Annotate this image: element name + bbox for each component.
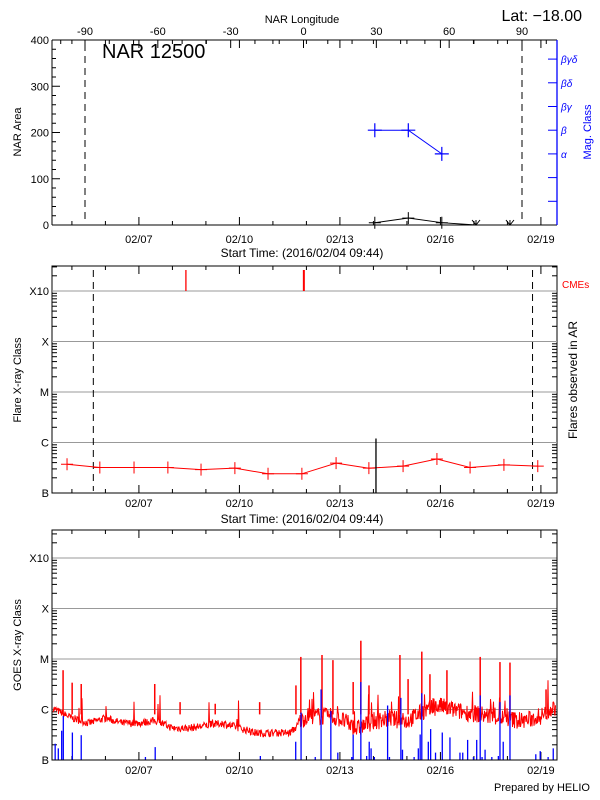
nar-x-tick-label: 02/13 (326, 234, 354, 246)
nar-area-point (368, 216, 381, 229)
goes-class-axis-title: GOES X-ray Class (12, 599, 24, 691)
longitude-tick-label: 60 (443, 26, 455, 38)
nar-x-tick-label: 02/16 (427, 234, 455, 246)
flares-observed-axis-title: Flares observed in AR (566, 321, 580, 439)
mag-class-point (367, 123, 382, 138)
flare-background-point (464, 461, 477, 474)
goes-y-tick-label: B (42, 755, 49, 767)
flares-start-time-label: Start Time: (2016/02/04 09:44) (221, 512, 384, 526)
nar-area-line (374, 217, 510, 226)
nar-area-tick-label: 200 (31, 128, 49, 140)
longitude-tick-label: 0 (300, 26, 306, 38)
latitude-label: Lat: −18.00 (501, 8, 582, 25)
goes-x-tick-label: 02/13 (326, 765, 354, 777)
flare-background-point (430, 453, 443, 466)
goes-x-tick-label: 02/16 (427, 765, 455, 777)
goes-x-tick-label: 02/19 (527, 765, 555, 777)
mag-class-tick-label: β (560, 126, 567, 137)
mag-class-point (401, 123, 416, 138)
goes-y-tick-label: M (40, 654, 49, 666)
mag-class-axis-title: Mag. Class (582, 104, 594, 160)
flares-y-tick-label: X10 (29, 286, 49, 298)
nar-start-time-label: Start Time: (2016/02/04 09:44) (221, 246, 384, 260)
flare-background-point (397, 460, 410, 473)
flares-x-tick-label: 02/13 (326, 498, 354, 510)
nar-longitude-axis-title: NAR Longitude (265, 14, 340, 26)
nar-area-tick-label: 400 (31, 35, 49, 47)
nar-x-tick-label: 02/19 (527, 234, 555, 246)
flare-background-point (262, 467, 275, 480)
flares-y-tick-label: X (42, 337, 50, 349)
mag-class-point (434, 146, 449, 161)
nar-x-tick-label: 02/10 (226, 234, 254, 246)
flare-background-point (161, 461, 174, 474)
flare-background-point (362, 462, 375, 475)
nar-area-tick-label: 300 (31, 81, 49, 93)
flare-background-point (228, 462, 241, 475)
mag-class-tick-label: βδ (560, 79, 573, 90)
goes-y-tick-label: C (41, 705, 49, 717)
goes-y-tick-label: X10 (29, 553, 49, 565)
longitude-tick-label: -60 (150, 26, 166, 38)
nar-area-tick-label: 0 (43, 220, 49, 232)
longitude-tick-label: -90 (77, 26, 93, 38)
nar-area-point (435, 216, 448, 229)
goes-long-channel-line (52, 680, 556, 738)
prepared-by-label: Prepared by HELIO (494, 782, 590, 794)
flares-y-tick-label: M (40, 387, 49, 399)
goes-frame-overlay (51, 529, 558, 761)
flare-background-line (66, 458, 538, 475)
flares-y-tick-label: B (42, 488, 49, 500)
flares-y-tick-label: C (41, 438, 49, 450)
flare-background-point (531, 460, 544, 473)
nar-area-zero-marker (505, 219, 515, 226)
goes-x-tick-label: 02/10 (226, 765, 254, 777)
nar-title: NAR 12500 (102, 41, 205, 63)
flares-x-tick-label: 02/19 (527, 498, 555, 510)
nar-x-tick-label: 02/07 (125, 234, 153, 246)
mag-class-tick-label: α (561, 150, 567, 161)
longitude-tick-label: -30 (223, 26, 239, 38)
flares-x-tick-label: 02/07 (125, 498, 153, 510)
nar-area-point (402, 212, 415, 225)
mag-class-tick-label: βγδ (560, 55, 578, 66)
nar-area-axis-title: NAR Area (12, 107, 24, 157)
flares-x-tick-label: 02/10 (226, 498, 254, 510)
flare-background-point (61, 458, 74, 471)
goes-y-tick-label: X (42, 604, 50, 616)
mag-class-tick-label: βγ (560, 103, 573, 114)
flare-background-point (195, 463, 208, 476)
nar-area-tick-label: 100 (31, 174, 49, 186)
flare-background-point (497, 458, 510, 471)
longitude-tick-label: 90 (516, 26, 528, 38)
flares-x-tick-label: 02/16 (427, 498, 455, 510)
flare-background-point (93, 461, 106, 474)
longitude-tick-label: 30 (370, 26, 382, 38)
cmes-label: CMEs (562, 280, 589, 291)
goes-x-tick-label: 02/07 (125, 765, 153, 777)
flares-frame (51, 265, 558, 494)
flare-background-point (330, 457, 343, 470)
nar-area-zero-marker (471, 219, 481, 226)
flare-background-point (128, 461, 141, 474)
flare-class-axis-title: Flare X-ray Class (12, 337, 24, 422)
flare-background-point (295, 467, 308, 480)
